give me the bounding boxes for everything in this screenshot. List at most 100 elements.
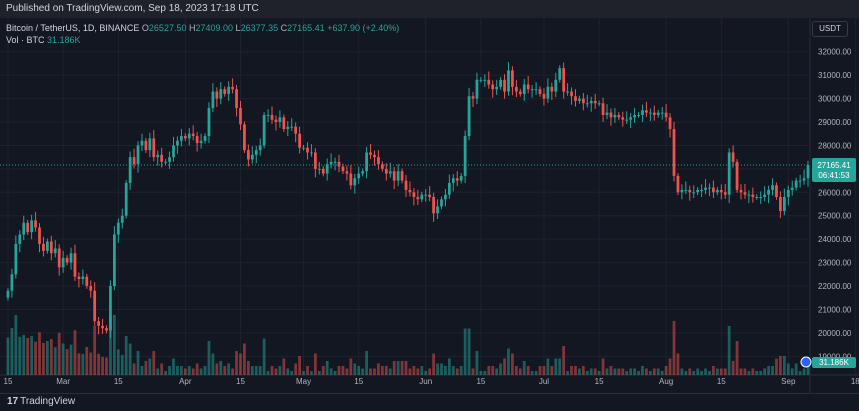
candle-body [313,152,317,169]
candle-body [648,112,652,114]
candle-body [542,93,546,99]
candle-body [593,100,597,104]
volume-bar [479,371,483,375]
x-tick-label: 15 [114,377,123,386]
volume-value: 31.186K [47,35,81,45]
symbol-name[interactable]: Bitcoin / TetherUS, 1D, BINANCE [6,23,140,33]
x-tick-label: 15 [595,377,604,386]
candle-body [566,91,569,93]
candle-body [10,274,14,291]
volume-bar [176,366,179,375]
candle-body [428,194,432,197]
volume-bar [333,371,337,375]
candle-body [621,117,625,120]
candle-body [499,79,502,87]
tradingview-logo-icon[interactable]: 17 [7,396,19,407]
candle-body [637,114,640,116]
volume-bar [676,353,680,375]
candle-body [530,89,534,91]
x-tick-label: Jul [539,377,549,386]
volume-bar [298,356,301,375]
candle-body [727,152,731,195]
candle-body [6,290,10,298]
volume-bar [373,368,376,375]
volume-bar [207,341,211,375]
candle-body [179,136,183,141]
candle-body [676,175,680,193]
volume-bar [101,356,104,375]
x-tick-label: 15 [717,377,726,386]
volume-bar [767,366,770,375]
candle-body [660,112,664,114]
candle-body [400,171,404,181]
volume-bar [459,366,463,375]
volume-bar [700,371,703,375]
candle-body [570,91,573,97]
volume-bar [656,368,660,375]
candle-body [396,171,400,181]
volume-bar [160,363,164,375]
volume-bar [518,368,522,375]
chart-legend: Bitcoin / TetherUS, 1D, BINANCE O26527.5… [6,22,399,46]
candle-body [349,173,353,186]
volume-bar [704,368,707,375]
candle-body [404,180,408,190]
candle-body [105,328,108,331]
volume-bar [365,351,368,375]
candle-body [341,166,345,172]
volume-bar [144,361,148,375]
volume-bar [34,341,37,375]
candle-body [751,194,755,197]
volume-bar [629,368,633,375]
volume-bar [306,366,309,375]
volume-bar [680,368,684,375]
volume-bar [239,353,242,375]
candle-body [333,161,337,163]
volume-bar [558,358,562,375]
volume-bar [688,368,692,375]
candle-body [483,79,487,81]
x-tick-label: 15 [4,377,13,386]
candle-body [775,185,778,197]
published-banner: Published on TradingView.com, Sep 18, 20… [0,0,859,18]
volume-bar [219,361,223,375]
volume-bar [763,368,767,375]
price-chart[interactable]: 19000.00 20000.00 21000.00 22000.00 23000.00… [0,18,859,393]
volume-bar [404,361,408,375]
currency-button[interactable]: USDT [812,21,848,37]
volume-bar [400,361,404,375]
candle-body [290,126,294,128]
candle-body [605,112,609,115]
volume-bar [65,349,69,375]
volume-bar [621,368,625,375]
volume-bar [14,315,18,375]
volume-bar [534,371,538,375]
candle-body [487,79,491,85]
candle-body [65,257,69,263]
chart-area[interactable]: 19000.00 20000.00 21000.00 22000.00 23000.00… [0,18,859,393]
volume-bar [420,366,424,375]
volume-bar [235,351,238,375]
volume-bar [436,363,439,375]
candle-body [124,182,128,216]
candle-body [49,241,53,254]
candle-body [101,325,104,329]
candle-body [85,276,89,287]
candle-body [680,189,684,193]
candle-body [132,157,136,165]
volume-bar [574,366,577,375]
candle-body [668,117,672,130]
volume-label[interactable]: Vol · BTC [6,35,45,45]
candle-body [38,227,41,244]
volume-bar [731,361,735,375]
candle-body [467,96,471,137]
candle-body [782,196,786,212]
volume-bar [593,368,597,375]
volume-bar [747,371,751,375]
x-tick-label: May [296,377,311,386]
volume-bar [199,368,203,375]
candle-body [246,150,250,160]
x-tick-label: 18 [851,377,859,386]
candle-body [176,140,179,146]
volume-bar [152,351,156,375]
